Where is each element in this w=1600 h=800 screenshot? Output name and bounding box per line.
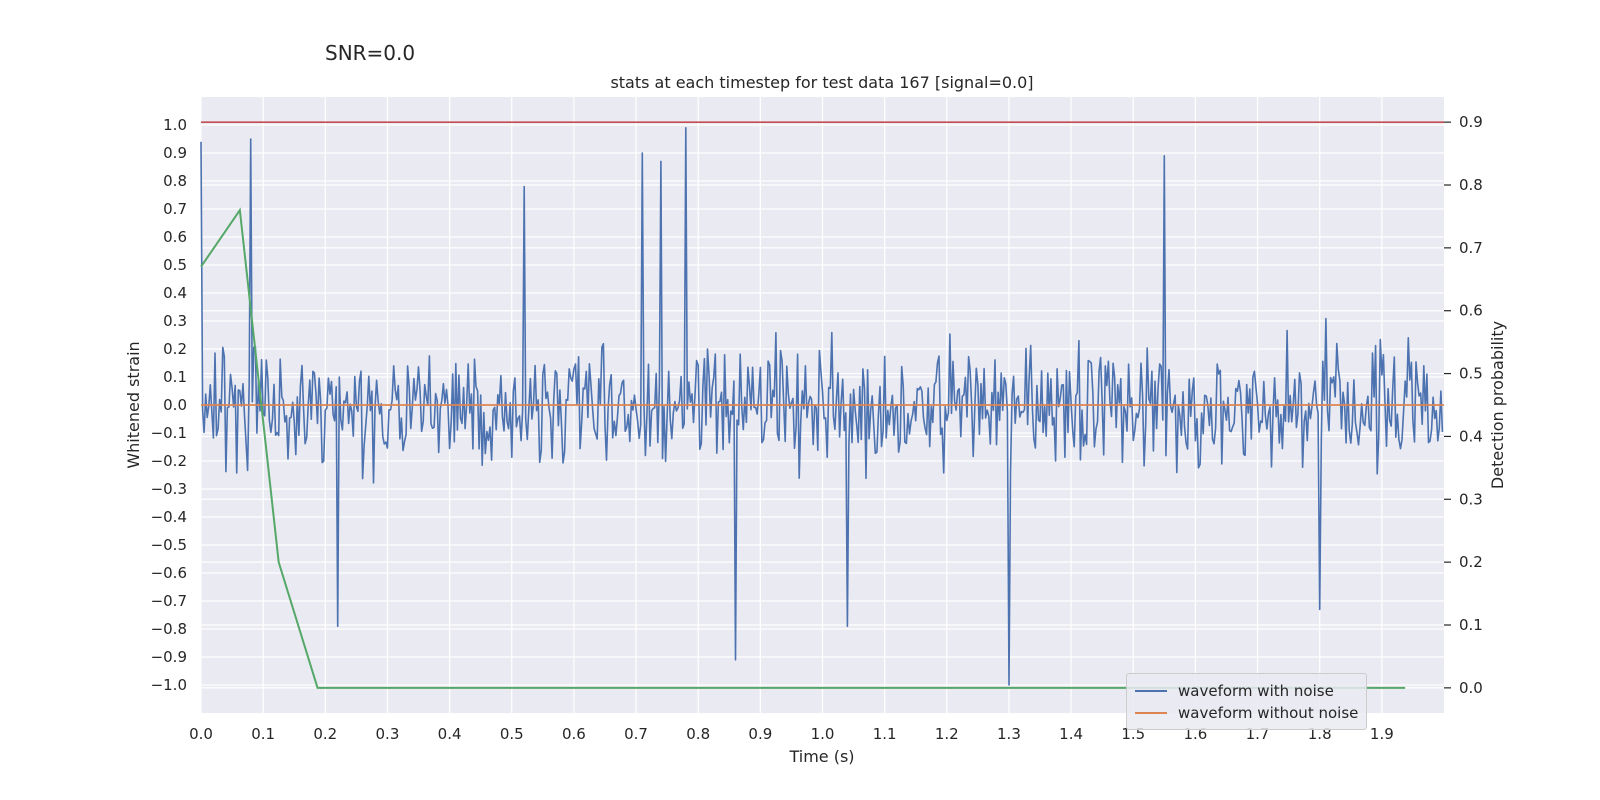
chart-title: stats at each timestep for test data 167… — [610, 73, 1033, 92]
y2-tick-label: 0.6 — [1459, 302, 1483, 320]
legend-label-clean: waveform without noise — [1178, 704, 1359, 722]
y-tick-label: −0.3 — [151, 480, 187, 498]
x-tick-label: 0.3 — [376, 725, 400, 743]
y-tick-label: −0.7 — [151, 592, 187, 610]
y2-tick-label: 0.7 — [1459, 239, 1483, 257]
y-tick-label: −0.5 — [151, 536, 187, 554]
y-tick-label: −0.9 — [151, 648, 187, 666]
y-tick-label: −0.2 — [151, 452, 187, 470]
y-tick-label: 0.7 — [163, 200, 187, 218]
y-tick-label: −1.0 — [151, 676, 187, 694]
x-tick-label: 1.0 — [811, 725, 835, 743]
legend-swatch-noisy — [1135, 690, 1167, 692]
x-tick-label: 0.8 — [686, 725, 710, 743]
y-axis-ticks: 1.0 0.9 0.8 0.7 0.6 0.5 0.4 0.3 0.2 0.1 0.0 −0.1 −0.… — [151, 116, 187, 694]
y2-tick-label: 0.4 — [1459, 427, 1483, 445]
figure-suptitle: SNR=0.0 — [325, 41, 416, 65]
x-tick-label: 0.5 — [500, 725, 524, 743]
y-tick-label: 0.5 — [163, 256, 187, 274]
y2-tick-label: 0.5 — [1459, 365, 1483, 383]
y-tick-label: −0.6 — [151, 564, 187, 582]
y-tick-label: 0.2 — [163, 340, 187, 358]
y-tick-label: −0.1 — [151, 424, 187, 442]
legend-swatch-clean — [1135, 712, 1167, 714]
legend-item-noisy: waveform with noise — [1135, 681, 1334, 701]
y-tick-label: 0.0 — [163, 396, 187, 414]
y2-axis-ticks: 0.9 0.8 0.7 0.6 0.5 0.4 0.3 0.2 0.1 0.0 — [1444, 113, 1483, 697]
x-tick-label: 1.9 — [1370, 725, 1394, 743]
series-layer — [200, 121, 1444, 689]
y2-tick-label: 0.8 — [1459, 176, 1483, 194]
x-tick-label: 0.0 — [189, 725, 213, 743]
y-tick-label: 0.9 — [163, 144, 187, 162]
y-tick-label: 0.4 — [163, 284, 187, 302]
y2-tick-label: 0.2 — [1459, 553, 1483, 571]
x-tick-label: 0.7 — [624, 725, 648, 743]
legend-label-noisy: waveform with noise — [1178, 682, 1334, 700]
x-tick-label: 1.4 — [1059, 725, 1083, 743]
x-tick-label: 1.1 — [873, 725, 897, 743]
legend-item-clean: waveform without noise — [1135, 703, 1358, 723]
x-tick-label: 0.1 — [251, 725, 275, 743]
y2-tick-label: 0.9 — [1459, 113, 1483, 131]
y-tick-label: 0.1 — [163, 368, 187, 386]
y2-axis-label: Detection probability — [1488, 321, 1507, 489]
x-tick-label: 0.2 — [313, 725, 337, 743]
y-tick-label: −0.4 — [151, 508, 187, 526]
y2-tick-label: 0.1 — [1459, 616, 1483, 634]
x-tick-label: 1.2 — [935, 725, 959, 743]
y2-tick-label: 0.3 — [1459, 490, 1483, 508]
series-line-noisy — [200, 127, 1444, 686]
series-line-probability — [200, 207, 1406, 689]
x-tick-label: 1.3 — [997, 725, 1021, 743]
y-tick-label: 0.3 — [163, 312, 187, 330]
y2-tick-label: 0.0 — [1459, 679, 1483, 697]
y-tick-label: 0.6 — [163, 228, 187, 246]
y-tick-label: 1.0 — [163, 116, 187, 134]
y-tick-label: −0.8 — [151, 620, 187, 638]
y-axis-label: Whitened strain — [124, 341, 143, 468]
x-tick-label: 0.9 — [748, 725, 772, 743]
y-tick-label: 0.8 — [163, 172, 187, 190]
x-tick-label: 0.6 — [562, 725, 586, 743]
x-tick-label: 0.4 — [438, 725, 462, 743]
x-axis-label: Time (s) — [788, 747, 854, 766]
legend: waveform with noise waveform without noi… — [1126, 673, 1367, 730]
